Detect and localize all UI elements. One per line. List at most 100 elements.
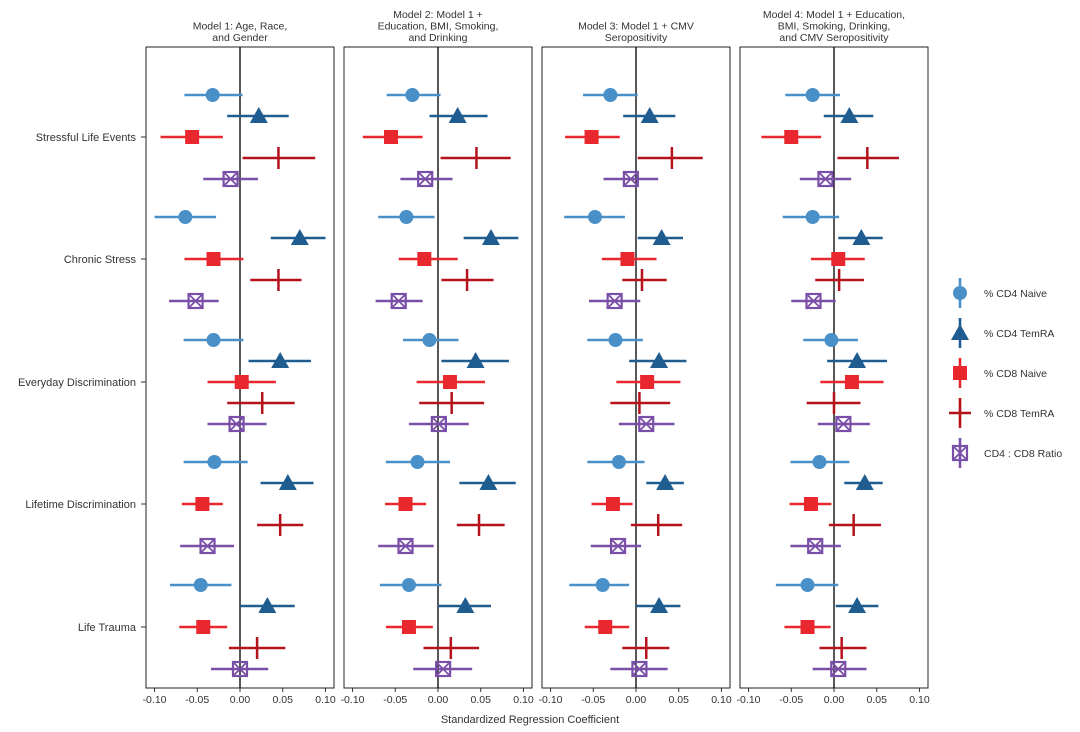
x-tick-label: 0.10 — [711, 694, 732, 706]
point-estimate — [638, 415, 655, 433]
point-estimate — [835, 415, 852, 433]
x-tick-label: -0.05 — [383, 694, 407, 706]
point-estimate — [466, 352, 485, 368]
legend-item: % CD8 TemRA — [949, 398, 1054, 428]
x-tick-label: 0.05 — [471, 694, 492, 706]
point-estimate — [405, 88, 420, 102]
point-estimate — [603, 88, 618, 102]
legend-marker — [953, 366, 967, 380]
point-estimate — [222, 170, 239, 188]
legend-label: CD4 : CD8 Ratio — [984, 448, 1062, 460]
point-estimate — [800, 578, 815, 592]
legend-label: % CD4 Naive — [984, 288, 1047, 300]
legend-marker — [951, 324, 969, 340]
panels — [145, 46, 929, 689]
point-estimate — [456, 597, 475, 613]
legend-item: % CD4 Naive — [953, 278, 1047, 308]
legend-item: % CD8 Naive — [953, 358, 1047, 388]
legend-label: % CD4 TemRA — [984, 328, 1054, 340]
point-estimate — [611, 455, 626, 469]
x-tick-label: 0.05 — [867, 694, 888, 706]
point-estimate — [805, 210, 820, 224]
point-estimate — [258, 597, 277, 613]
panel-4 — [739, 46, 929, 689]
point-estimate — [206, 333, 221, 347]
point-estimate — [417, 170, 434, 188]
point-estimate — [199, 537, 216, 555]
x-tick-label: 0.00 — [230, 694, 251, 706]
point-estimate — [622, 170, 639, 188]
outcome-label: Everyday Discrimination — [18, 377, 136, 389]
x-tick-label: 0.05 — [669, 694, 690, 706]
panel-3 — [541, 46, 731, 689]
point-estimate — [803, 497, 818, 511]
point-estimate — [650, 352, 669, 368]
legend-marker — [951, 444, 969, 462]
point-estimate — [584, 130, 599, 144]
x-axis-title: Standardized Regression Coefficient — [441, 714, 619, 726]
point-estimate — [207, 455, 222, 469]
point-estimate — [417, 252, 432, 266]
outcome-label: Life Trauma — [78, 622, 137, 634]
point-estimate — [609, 537, 627, 555]
point-estimate — [606, 292, 623, 310]
point-estimate — [852, 229, 871, 245]
legend-marker — [953, 286, 967, 300]
point-estimate — [831, 252, 846, 266]
point-estimate — [448, 107, 467, 123]
point-estimate — [249, 107, 268, 123]
x-tick-label: -0.05 — [581, 694, 605, 706]
point-estimate — [784, 130, 799, 144]
legend-label: % CD8 Naive — [984, 368, 1047, 380]
point-estimate — [844, 375, 859, 389]
panel-title: Model 1: Age, Race, and Gender — [193, 21, 288, 45]
panel-1 — [145, 46, 335, 689]
point-estimate — [187, 292, 204, 310]
point-estimate — [652, 229, 671, 245]
point-estimate — [855, 474, 874, 490]
point-estimate — [805, 292, 822, 310]
point-estimate — [608, 333, 623, 347]
outcome-label: Chronic Stress — [64, 254, 137, 266]
x-tick-label: -0.10 — [539, 694, 563, 706]
point-estimate — [807, 537, 824, 555]
point-estimate — [587, 210, 602, 224]
point-estimate — [605, 497, 620, 511]
point-estimate — [435, 660, 452, 678]
x-tick-label: 0.10 — [909, 694, 930, 706]
point-estimate — [422, 333, 437, 347]
x-tick-label: 0.05 — [273, 694, 294, 706]
x-tick-label: 0.10 — [315, 694, 336, 706]
point-estimate — [178, 210, 193, 224]
point-estimate — [595, 578, 610, 592]
x-axes: -0.10 -0.05 0.00 0.05 0.10 -0.10 -0.05 0.00 0.05… — [143, 688, 930, 706]
point-estimate — [840, 107, 859, 123]
point-estimate — [234, 375, 249, 389]
x-tick-label: 0.00 — [428, 694, 449, 706]
panel-title: Model 2: Model 1 + Education, BMI, Smokin… — [378, 9, 499, 44]
x-tick-label: 0.10 — [513, 694, 534, 706]
point-estimate — [817, 170, 834, 188]
point-estimate — [399, 210, 414, 224]
point-estimate — [278, 474, 297, 490]
panel-title: Model 3: Model 1 + CMV Seropositivity — [578, 21, 694, 45]
outcome-labels: Stressful Life Events Chronic Stress Every… — [18, 132, 146, 634]
point-estimate — [430, 415, 447, 433]
point-estimate — [397, 537, 414, 555]
point-estimate — [401, 578, 416, 592]
point-estimate — [656, 474, 675, 490]
point-estimate — [848, 597, 867, 613]
x-tick-label: 0.00 — [824, 694, 845, 706]
point-estimate — [231, 660, 249, 678]
x-tick-label: -0.10 — [737, 694, 761, 706]
point-estimate — [598, 620, 613, 634]
point-estimate — [196, 620, 211, 634]
legend: % CD4 Naive % CD4 TemRA % CD8 Naive % CD8 T… — [949, 278, 1062, 468]
point-estimate — [631, 660, 648, 678]
point-estimate — [824, 333, 839, 347]
legend-label: % CD8 TemRA — [984, 408, 1054, 420]
outcome-label: Lifetime Discrimination — [25, 499, 136, 511]
x-tick-label: -0.10 — [341, 694, 365, 706]
point-estimate — [271, 352, 290, 368]
point-estimate — [800, 620, 815, 634]
